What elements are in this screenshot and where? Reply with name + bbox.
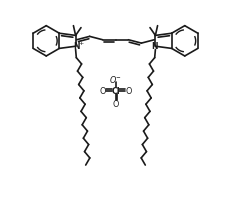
Text: Cl: Cl (111, 87, 120, 96)
Text: O: O (112, 99, 119, 108)
Text: $O^{-}$: $O^{-}$ (109, 73, 122, 84)
Text: +: + (78, 41, 84, 46)
Text: N: N (73, 42, 80, 51)
Text: O: O (99, 87, 106, 96)
Text: N: N (151, 42, 158, 51)
Text: O: O (125, 87, 132, 96)
